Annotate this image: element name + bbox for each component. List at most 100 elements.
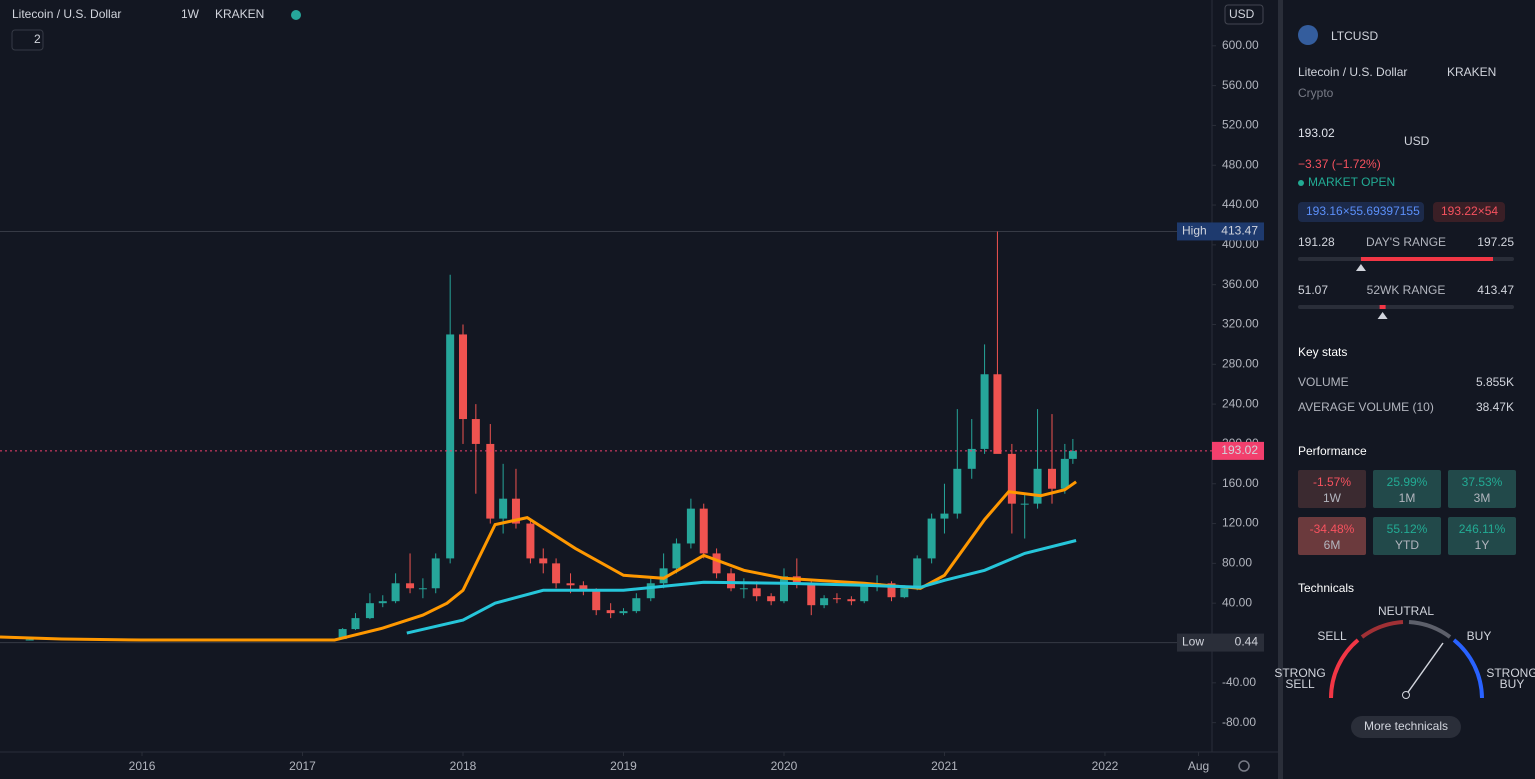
change: −3.37 (−1.72%) (1298, 157, 1381, 171)
y-tick-label: 400.00 (1222, 237, 1259, 251)
gauge-arc (1452, 638, 1484, 699)
y-tick-label: 240.00 (1222, 396, 1259, 410)
performance-period: 6M (1324, 538, 1341, 552)
candle-body (913, 558, 922, 589)
candle-body (686, 508, 695, 544)
performance-value: 246.11% (1459, 522, 1506, 536)
candle-body (592, 591, 601, 611)
candle-body (351, 618, 360, 630)
x-tick-label: 2022 (1092, 759, 1119, 773)
x-tick-label: 2018 (450, 759, 477, 773)
x-tick-label: 2020 (771, 759, 798, 773)
performance-cell (1373, 517, 1441, 555)
indicators-toggle[interactable] (11, 29, 44, 51)
y-tick-label: -40.00 (1222, 675, 1256, 689)
candle-body (406, 583, 415, 589)
x-tick-label: 2019 (610, 759, 637, 773)
settings-icon[interactable] (1238, 760, 1250, 772)
candle-body (1020, 503, 1029, 505)
performance-cell (1298, 470, 1366, 508)
performance-value: -1.57% (1313, 475, 1351, 489)
x-tick-label: 2017 (289, 759, 316, 773)
y-tick-label: 120.00 (1222, 516, 1259, 530)
candle-body (659, 568, 668, 584)
candle-body (526, 523, 535, 559)
candle-body (927, 518, 936, 559)
performance-value: 55.12% (1387, 522, 1428, 536)
high-label: High (1182, 224, 1207, 238)
technicals-title: Technicals (1298, 581, 1354, 595)
status-dot (291, 10, 301, 20)
performance-cell (1298, 517, 1366, 555)
candle-body (1060, 458, 1069, 489)
bid: 193.16×55.69397155 (1306, 204, 1420, 218)
range-fill (1360, 257, 1493, 261)
price: 193.02 (1298, 126, 1335, 140)
key-stats-title: Key stats (1298, 345, 1347, 359)
gauge-label: SELL (1317, 629, 1347, 643)
candle-body (606, 610, 615, 614)
candle-body (25, 639, 34, 641)
candle-body (511, 498, 520, 524)
low-marker (1177, 633, 1264, 652)
range-fill (1379, 305, 1386, 309)
performance-value: 37.53% (1462, 475, 1503, 489)
y-tick-label: 520.00 (1222, 118, 1259, 132)
candle-body (418, 588, 427, 590)
bid-box (1298, 202, 1424, 222)
candle-body (672, 543, 681, 569)
range-pointer (1355, 264, 1366, 271)
currency-label: USD (1229, 7, 1255, 21)
y-tick-label: 600.00 (1222, 38, 1259, 52)
y-tick-label: 280.00 (1222, 356, 1259, 370)
more-technicals-label: More technicals (1364, 719, 1448, 733)
y-tick-label: 440.00 (1222, 197, 1259, 211)
performance-period: 1W (1323, 491, 1342, 505)
gauge-arc (1360, 620, 1404, 639)
ask-box (1433, 202, 1505, 222)
candle-body (752, 588, 761, 597)
market-status: MARKET OPEN (1308, 175, 1395, 189)
exchange: KRAKEN (1447, 65, 1496, 79)
candle-body (807, 583, 816, 606)
performance-period: YTD (1395, 538, 1419, 552)
day-low: 191.28 (1298, 235, 1335, 249)
currency-button[interactable] (1224, 4, 1264, 25)
performance-value: 25.99% (1387, 475, 1428, 489)
candle-body (699, 508, 708, 554)
candle-body (338, 629, 347, 640)
performance-period: 3M (1474, 491, 1491, 505)
candle-body (1068, 450, 1077, 459)
status-dot (1298, 180, 1304, 186)
more-technicals-button[interactable] (1351, 716, 1461, 738)
y-tick-label: 320.00 (1222, 317, 1259, 331)
y-tick-label: -80.00 (1222, 715, 1256, 729)
high-value: 413.47 (1221, 224, 1258, 238)
exchange: KRAKEN (215, 7, 264, 21)
candle-body (471, 419, 480, 444)
candle-body (579, 585, 588, 592)
candle-body (940, 513, 949, 519)
high-marker (1177, 222, 1264, 241)
x-tick-label: Aug (1188, 759, 1209, 773)
stat-label: AVERAGE VOLUME (10) (1298, 400, 1434, 414)
performance-period: 1M (1399, 491, 1416, 505)
candle-body (767, 596, 776, 602)
wk-range-label: 52WK RANGE (1367, 283, 1446, 297)
performance-cell (1448, 470, 1516, 508)
candle-body (632, 598, 641, 612)
symbol-logo (1298, 25, 1318, 45)
gauge-needle (1405, 642, 1444, 696)
x-tick-label: 2016 (129, 759, 156, 773)
candle-body (539, 558, 548, 564)
low-label: Low (1182, 635, 1204, 649)
stat-value: 38.47K (1476, 400, 1514, 414)
gauge-arc (1329, 638, 1360, 699)
candle-body (847, 599, 856, 602)
low-value: 0.44 (1235, 635, 1259, 649)
ask: 193.22×54 (1441, 204, 1498, 218)
gauge-hub (1402, 691, 1410, 699)
